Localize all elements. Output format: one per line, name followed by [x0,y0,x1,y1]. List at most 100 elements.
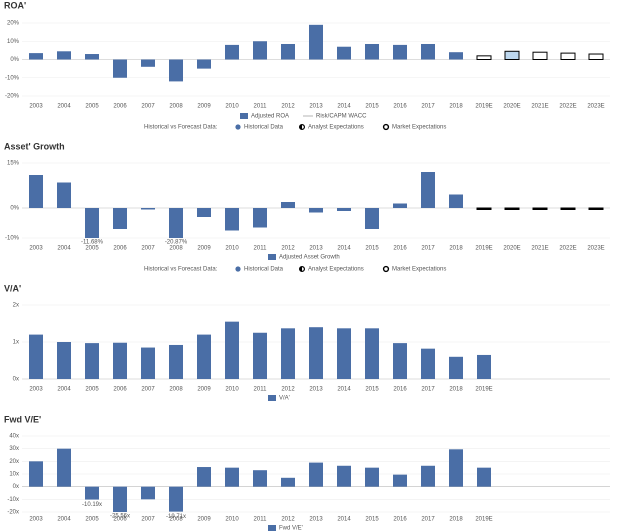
x-tick-label: 2017 [421,246,435,252]
legend-marker [382,265,390,273]
x-tick-label: 2021E [531,104,548,110]
bar [532,51,548,61]
legend-label: Analyst Expectations [308,267,364,273]
bar [337,465,351,487]
bar [477,354,491,379]
x-tick-label: 2011 [254,517,268,523]
legend-swatch [240,113,248,119]
x-tick-label: 2009 [197,517,211,523]
x-tick-label: 2013 [309,104,323,110]
forecast-legend-title: Historical vs Forecast Data: [144,267,218,273]
x-tick-label: 2005 [85,517,99,523]
bar [393,343,407,379]
bar [532,207,548,210]
x-tick-label: 2004 [57,246,71,252]
x-tick-label: 2008 [169,246,183,252]
y-tick-label: -10% [5,75,20,81]
x-tick-label: 2011 [254,387,268,393]
bar [113,208,127,229]
y-tick-label: 10% [7,39,20,45]
forecast-legend-title: Historical vs Forecast Data: [144,125,218,131]
bar [365,43,379,60]
bar [421,348,435,379]
bar [337,328,351,379]
bar [141,208,155,210]
x-tick-label: 2013 [309,246,323,252]
y-tick-label: 20x [9,459,19,465]
bar [57,342,71,379]
x-tick-label: 2016 [393,517,407,523]
bar [560,52,576,60]
x-tick-label: 2007 [141,246,155,252]
legend-marker [235,266,241,272]
x-tick-label: 2012 [281,104,295,110]
chart-title: Asset' Growth [4,141,65,151]
bar [113,59,127,78]
x-tick-label: 2019E [475,104,492,110]
bar [421,465,435,487]
x-tick-label: 2005 [85,104,99,110]
bar [365,328,379,379]
x-tick-label: 2012 [281,246,295,252]
bar [309,327,323,379]
bar [365,208,379,229]
x-tick-label: 2019E [475,387,492,393]
bar [29,334,43,379]
x-tick-label: 2019E [475,517,492,523]
bar [281,328,295,379]
x-tick-label: 2012 [281,517,295,523]
bar [393,474,407,487]
x-tick-label: 2014 [337,104,351,110]
x-tick-label: 2010 [225,387,239,393]
x-tick-label: 2022E [559,104,576,110]
legend-label: Historical Data [244,267,284,273]
x-tick-label: 2010 [225,517,239,523]
x-tick-label: 2009 [197,246,211,252]
legend-marker-half [299,266,302,272]
bar [588,53,604,61]
x-tick-label: 2003 [29,246,43,252]
x-tick-label: 2008 [169,104,183,110]
bar [281,43,295,60]
bar [85,486,99,500]
bar [85,343,99,379]
x-tick-label: 2012 [281,387,295,393]
bar [281,477,295,487]
value-label: -19.71x [166,514,186,520]
legend-label: Historical Data [244,125,284,131]
bar [225,467,239,487]
bar [588,207,604,210]
bar [281,202,295,208]
legend-label: Market Expectations [392,267,446,273]
bar [309,24,323,60]
legend-label: Analyst Expectations [308,125,364,131]
x-tick-label: 2013 [309,387,323,393]
y-tick-label: 0% [10,57,19,63]
value-label: -20.87% [165,240,188,246]
y-tick-label: -10% [5,236,20,242]
bar [365,467,379,487]
x-tick-label: 2009 [197,387,211,393]
bar [29,53,43,60]
x-tick-label: 2014 [337,387,351,393]
y-tick-label: 20% [7,21,20,27]
x-tick-label: 2003 [29,387,43,393]
x-tick-label: 2016 [393,246,407,252]
legend-marker [382,123,390,131]
bar [225,44,239,60]
x-tick-label: 2007 [141,104,155,110]
legend-swatch [268,525,276,531]
legend-label: V/A' [279,396,290,402]
legend-label: Fwd V/E' [279,526,303,532]
x-tick-label: 2011 [254,246,268,252]
x-tick-label: 2018 [449,104,463,110]
chart: V/A' 0x 1x 2x 2003 2004 2005 2006 2007 2008 2009 20… [4,283,610,402]
x-tick-label: 2020E [503,246,520,252]
bar [421,43,435,60]
x-tick-label: 2022E [559,246,576,252]
y-tick-label: 15% [7,161,20,167]
legend-label: Adjusted Asset Growth [279,255,340,261]
y-tick-label: -10x [7,497,19,503]
bar [476,55,492,60]
